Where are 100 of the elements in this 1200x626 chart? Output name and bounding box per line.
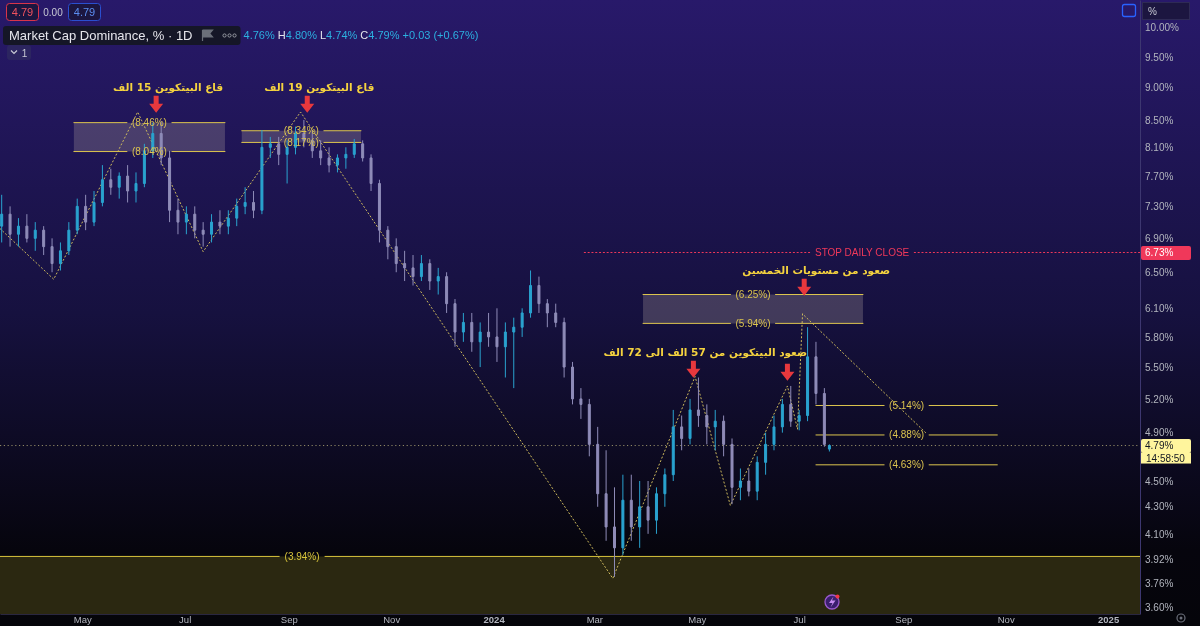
candlestick — [827, 443, 831, 452]
candlestick — [226, 209, 230, 235]
text: 4.76% H4.80% L4.74% C4.79% +0.03 (+0.67%) — [243, 29, 479, 41]
candlestick — [361, 139, 365, 163]
candlestick — [403, 250, 407, 282]
candlestick — [797, 409, 801, 431]
candlestick — [705, 403, 709, 445]
annotation: 4.79 — [73, 6, 96, 18]
candlestick — [730, 437, 734, 505]
candlestick — [445, 271, 449, 314]
candlestick — [671, 409, 675, 482]
candlestick — [8, 205, 12, 248]
point — [780, 363, 795, 381]
annotation: صعود من مستويات الخمسين — [742, 263, 891, 277]
candlestick — [377, 179, 381, 243]
candlestick — [688, 398, 692, 445]
x-tick-label: 2024 — [483, 613, 506, 625]
text: 14:58:50 — [1146, 452, 1186, 464]
candlestick — [612, 486, 616, 578]
y-tick-label: 9.00% — [1145, 82, 1174, 94]
text: % — [1148, 6, 1157, 17]
candlestick — [193, 205, 197, 239]
candlestick — [411, 254, 415, 286]
candlestick — [461, 312, 465, 343]
annotation: صعود البيتكوين من 57 الف الى 72 الف — [603, 345, 808, 359]
candlestick — [33, 221, 37, 252]
candlestick — [16, 217, 20, 248]
candlestick — [50, 237, 54, 273]
candlestick — [680, 415, 684, 451]
candlestick — [747, 468, 751, 497]
candlestick — [25, 213, 29, 243]
candlestick — [176, 198, 180, 235]
candlestick — [126, 164, 130, 203]
candlestick — [755, 455, 759, 501]
x-tick-label: Sep — [280, 613, 298, 625]
x-tick-label: 2025 — [1098, 613, 1120, 625]
x-tick-label: Jul — [793, 613, 806, 625]
series-label: (4.88%) — [889, 429, 925, 441]
point — [797, 278, 812, 296]
x-tick-label: May — [688, 613, 707, 625]
candlestick — [654, 486, 658, 535]
candlestick — [168, 150, 172, 223]
candlestick — [260, 129, 264, 215]
text: Market Cap Dominance, % · 1D — [9, 28, 193, 43]
candlestick — [780, 398, 784, 434]
candlestick — [629, 474, 633, 542]
candlestick — [277, 136, 281, 166]
candlestick — [587, 398, 591, 457]
series-label: (6.25%) — [735, 289, 771, 300]
candlestick — [252, 190, 256, 219]
candlestick — [453, 298, 457, 348]
candlestick — [335, 153, 339, 173]
candlestick — [134, 171, 138, 203]
candlestick — [529, 270, 533, 319]
point — [300, 95, 315, 113]
y-tick-label: 3.76% — [1145, 577, 1174, 589]
candlestick — [596, 426, 600, 508]
y-tick-label: 4.90% — [1145, 427, 1174, 439]
candlestick — [722, 415, 726, 457]
y-tick-label: 6.73% — [1145, 247, 1174, 259]
y-tick-label: 6.10% — [1145, 302, 1174, 314]
candlestick — [537, 276, 541, 314]
y-tick-label: 7.30% — [1145, 201, 1174, 213]
candlestick — [696, 376, 700, 428]
candlestick — [495, 307, 499, 363]
candlestick — [0, 194, 4, 243]
candlestick — [243, 186, 247, 215]
candlestick — [42, 225, 46, 256]
candlestick — [520, 307, 524, 338]
candlestick — [814, 341, 818, 405]
candlestick — [100, 164, 104, 207]
candlestick — [327, 146, 331, 173]
series-label: STOP DAILY CLOSE — [814, 247, 910, 258]
y-tick-label: 4.30% — [1145, 501, 1174, 513]
point — [149, 95, 164, 113]
y-tick-label: 6.50% — [1145, 266, 1174, 278]
candlestick — [428, 258, 432, 291]
series-label: (4.63%) — [889, 459, 925, 471]
y-tick-label: 3.92% — [1145, 554, 1174, 566]
candlestick — [772, 415, 776, 451]
y-tick-label: 3.60% — [1145, 602, 1174, 614]
series-label: (5.94%) — [735, 317, 771, 329]
annotation: 1 — [21, 47, 28, 59]
candlestick — [470, 312, 474, 353]
y-tick-label: 7.70% — [1145, 170, 1174, 182]
x-tick-label: Jul — [179, 613, 192, 625]
candlestick — [268, 136, 272, 159]
candlestick — [394, 237, 398, 273]
candlestick — [554, 303, 558, 328]
candlestick — [75, 198, 79, 235]
candlestick — [487, 312, 491, 348]
candlestick — [571, 361, 575, 405]
candlestick — [478, 321, 482, 368]
candlestick — [713, 409, 717, 451]
candlestick — [84, 194, 88, 231]
candlestick — [764, 432, 768, 476]
annotation: قاع البيتكوين 19 الف — [264, 80, 375, 94]
candlestick — [738, 468, 742, 501]
y-tick-label: 8.50% — [1145, 114, 1174, 126]
candlestick — [352, 138, 356, 159]
